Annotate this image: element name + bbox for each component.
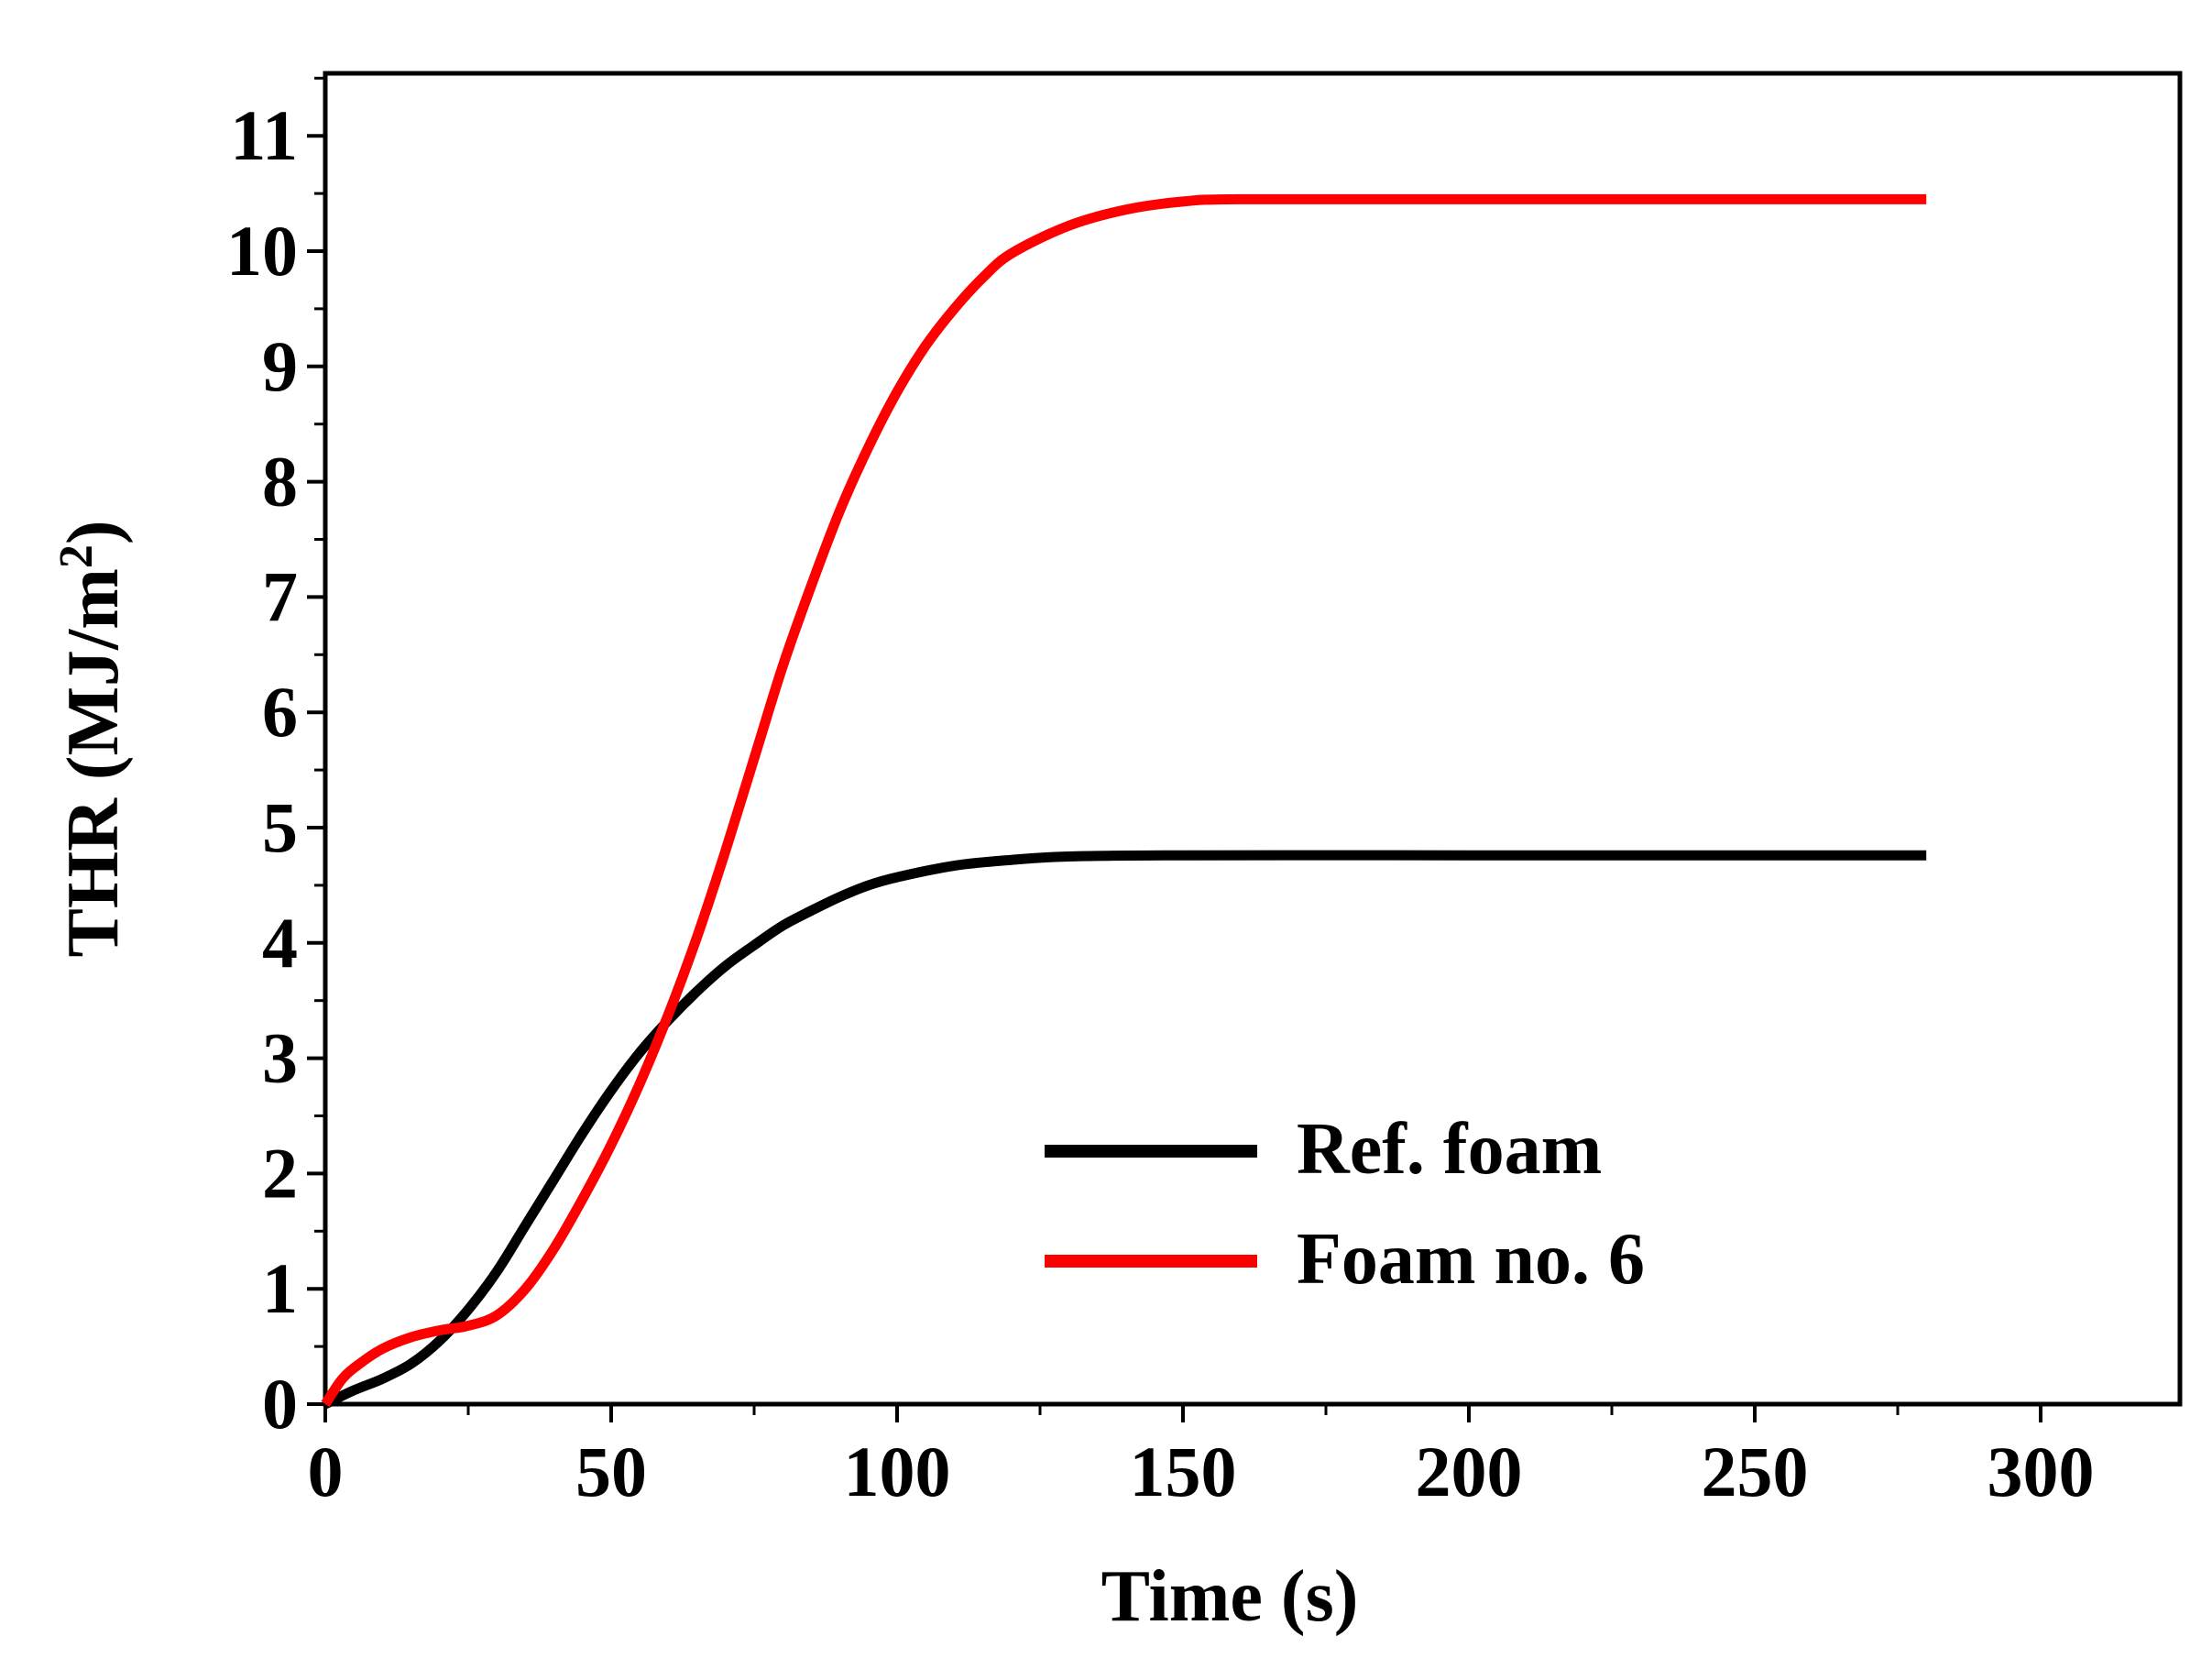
y-tick-label: 1 [262,1248,298,1328]
x-tick-label: 100 [844,1432,951,1511]
x-tick-label: 150 [1130,1432,1237,1511]
y-tick-label: 3 [262,1018,298,1098]
y-tick-label: 11 [230,95,298,175]
y-axis-title: THR (MJ/m2) [50,520,134,957]
series-line-ref-foam [323,850,1927,1409]
y-tick-label: 7 [262,556,298,636]
y-tick-label: 5 [262,787,298,867]
x-axis-title: Time (s) [1101,1556,1359,1637]
y-axis-ticks: 0 1 2 3 4 5 6 7 8 9 10 11 [226,76,325,1444]
plot-frame [323,71,2183,1407]
x-tick-label: 300 [1988,1432,2095,1511]
y-tick-label: 2 [262,1133,298,1213]
y-tick-label: 9 [262,326,298,406]
legend-label-ref-foam: Ref. foam [1297,1109,1602,1190]
y-tick-label: 4 [262,903,298,983]
x-tick-label: 200 [1416,1432,1523,1511]
legend: Ref. foam Foam no. 6 [1045,1109,1645,1300]
series-line-foam-no-6 [321,193,1927,1408]
legend-label-foam-no-6: Foam no. 6 [1297,1219,1645,1300]
x-tick-label: 250 [1702,1432,1809,1511]
y-tick-label: 0 [262,1364,298,1444]
y-tick-label: 10 [226,211,298,291]
y-tick-label: 6 [262,672,298,752]
x-tick-label: 0 [308,1432,344,1511]
x-axis-ticks: 0 50 100 150 200 250 300 [308,1404,2095,1511]
series-layer [321,193,1927,1409]
x-tick-label: 50 [575,1432,647,1511]
y-tick-label: 8 [262,442,298,522]
